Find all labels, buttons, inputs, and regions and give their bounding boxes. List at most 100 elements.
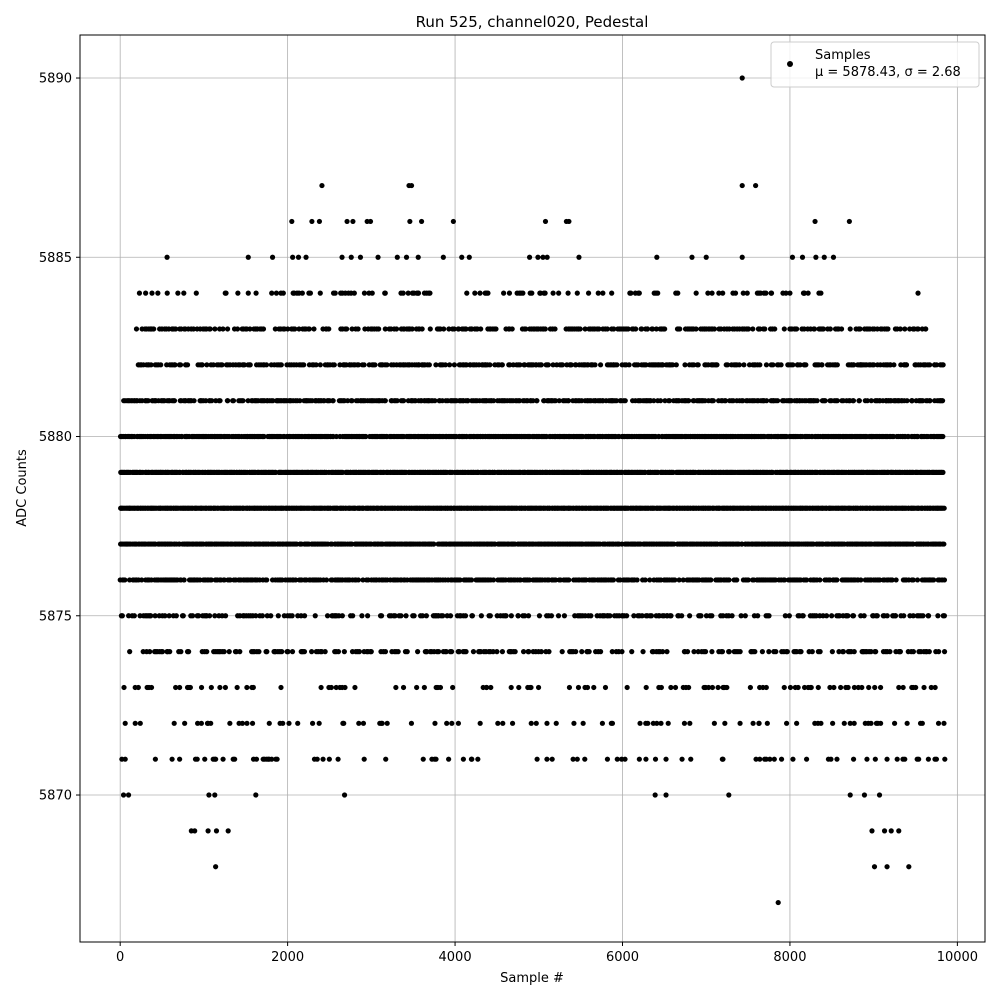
- data-point: [883, 398, 889, 404]
- data-point: [575, 684, 582, 691]
- data-point: [820, 326, 827, 332]
- data-point: [384, 720, 390, 726]
- data-point: [426, 362, 432, 368]
- data-point: [207, 326, 213, 332]
- data-point: [739, 75, 745, 81]
- data-point: [846, 218, 852, 225]
- data-point: [921, 684, 927, 691]
- data-point: [466, 254, 472, 260]
- data-point: [299, 290, 305, 296]
- data-point: [576, 254, 582, 260]
- data-point: [193, 290, 199, 296]
- data-point: [266, 720, 272, 726]
- data-point: [326, 756, 332, 762]
- data-point: [927, 362, 933, 368]
- data-point: [703, 613, 710, 619]
- data-point: [357, 254, 364, 260]
- data-point: [636, 756, 642, 762]
- data-point: [561, 613, 568, 619]
- data-point: [803, 362, 809, 368]
- data-point: [221, 649, 227, 655]
- data-points: [117, 75, 948, 906]
- data-point: [317, 362, 323, 368]
- data-point: [634, 577, 640, 583]
- data-point: [686, 398, 692, 404]
- data-point: [472, 290, 478, 296]
- data-point: [137, 720, 143, 726]
- data-point: [173, 684, 179, 691]
- data-point: [159, 649, 166, 655]
- data-point: [181, 577, 187, 583]
- data-point: [475, 756, 481, 762]
- data-point: [573, 649, 579, 655]
- data-point: [162, 613, 168, 619]
- data-point: [720, 613, 726, 619]
- data-point: [469, 577, 475, 583]
- data-point: [306, 326, 312, 332]
- data-point: [394, 398, 400, 404]
- data-point: [823, 613, 830, 619]
- data-point: [597, 649, 604, 655]
- data-point: [198, 720, 204, 726]
- data-point: [526, 649, 532, 655]
- data-point: [866, 684, 872, 691]
- data-point: [814, 398, 820, 404]
- data-point: [121, 684, 127, 691]
- data-point: [190, 326, 197, 332]
- data-point: [926, 649, 932, 655]
- data-point: [941, 649, 948, 655]
- data-point: [838, 684, 844, 691]
- data-point: [827, 684, 833, 691]
- data-point: [876, 398, 883, 404]
- data-point: [293, 577, 299, 583]
- data-point: [660, 362, 666, 368]
- data-point: [318, 684, 324, 691]
- data-point: [613, 398, 620, 404]
- data-point: [501, 290, 507, 296]
- data-point: [244, 720, 250, 726]
- data-point: [913, 684, 919, 691]
- data-point: [628, 290, 634, 296]
- data-point: [940, 469, 946, 475]
- data-point: [856, 326, 863, 332]
- data-point: [566, 684, 573, 691]
- data-point: [637, 720, 643, 726]
- data-point: [398, 613, 404, 619]
- data-point: [301, 362, 307, 368]
- data-point: [309, 649, 315, 655]
- data-point: [869, 433, 875, 440]
- data-point: [421, 684, 427, 691]
- data-point: [672, 577, 678, 583]
- data-point: [542, 326, 548, 332]
- data-point: [892, 613, 899, 619]
- data-point: [640, 649, 646, 655]
- data-point: [544, 720, 550, 726]
- data-point: [400, 684, 407, 691]
- data-point: [526, 254, 533, 260]
- data-point: [235, 290, 241, 296]
- data-point: [750, 326, 756, 332]
- data-point: [361, 362, 367, 368]
- data-point: [256, 649, 262, 655]
- data-point: [711, 326, 718, 332]
- data-point: [932, 362, 938, 368]
- data-point: [815, 684, 821, 691]
- data-point: [331, 362, 337, 368]
- data-point: [316, 218, 323, 225]
- data-point: [666, 398, 673, 404]
- data-point: [167, 649, 173, 655]
- data-point: [322, 649, 328, 655]
- data-point: [520, 290, 526, 296]
- data-point: [296, 326, 302, 332]
- data-point: [278, 290, 284, 296]
- data-point: [301, 613, 308, 619]
- data-point: [545, 362, 551, 368]
- data-point: [845, 684, 851, 691]
- data-point: [349, 398, 355, 404]
- data-point: [119, 613, 125, 619]
- data-point: [756, 720, 762, 726]
- data-point: [164, 254, 170, 260]
- data-point: [446, 756, 452, 762]
- data-point: [460, 756, 466, 762]
- data-point: [279, 649, 285, 655]
